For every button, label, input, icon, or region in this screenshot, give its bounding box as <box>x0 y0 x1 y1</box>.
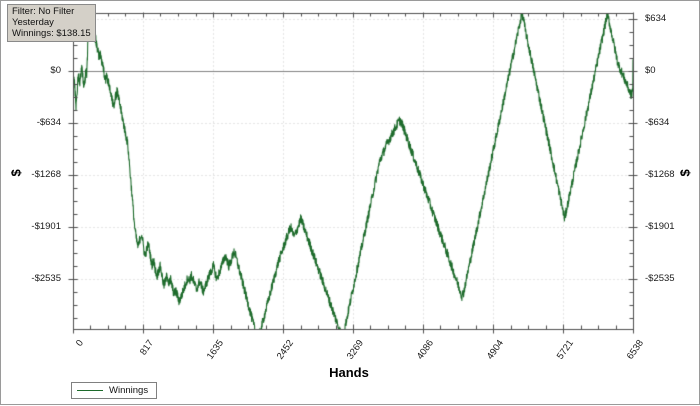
y-tick-label-left: -$1268 <box>31 169 61 180</box>
y-axis-title-right: $ <box>677 169 693 177</box>
y-tick-label-right: -$1901 <box>645 220 675 232</box>
filter-info-box: Filter: No Filter Yesterday Winnings: $1… <box>7 4 96 42</box>
y-tick-label-right: $634 <box>645 13 667 24</box>
y-tick-label-left: -$634 <box>36 117 61 128</box>
y-tick-label-right: $0 <box>645 65 656 76</box>
y-tick-label-left: -$2535 <box>31 272 61 284</box>
x-axis-title: Hands <box>329 365 369 380</box>
period-label: Yesterday <box>12 17 54 28</box>
y-tick-label-right: -$1268 <box>645 169 675 180</box>
y-tick-label-left: $0 <box>50 65 61 76</box>
legend-series-label: Winnings <box>109 385 149 396</box>
winnings-label: Winnings: $138.15 <box>12 28 91 39</box>
y-tick-label-right: -$2535 <box>645 272 675 284</box>
winnings-line-swatch-icon <box>77 390 103 391</box>
chart-legend[interactable]: Winnings <box>71 382 158 399</box>
y-tick-label-right: -$634 <box>645 117 670 128</box>
y-tick-label-left: -$1901 <box>31 220 61 232</box>
filter-label: Filter: No Filter <box>12 6 75 17</box>
